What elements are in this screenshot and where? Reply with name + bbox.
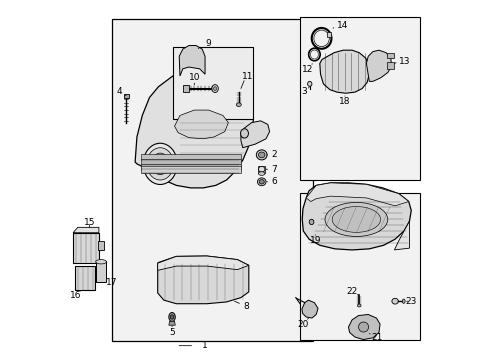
Polygon shape [140, 163, 241, 170]
Polygon shape [305, 183, 408, 206]
Bar [183, 85, 189, 92]
Text: 3: 3 [300, 86, 306, 95]
Text: 21: 21 [371, 333, 382, 342]
Bar [258, 166, 264, 173]
Polygon shape [366, 50, 391, 81]
Text: 10: 10 [188, 73, 200, 82]
Bar [386, 62, 394, 69]
Ellipse shape [325, 202, 387, 237]
Text: 5: 5 [169, 328, 175, 337]
Ellipse shape [168, 312, 175, 321]
Ellipse shape [211, 85, 218, 93]
Text: 11: 11 [242, 72, 253, 81]
Ellipse shape [331, 207, 380, 232]
Bar [326, 32, 330, 37]
Polygon shape [158, 256, 248, 270]
Ellipse shape [257, 178, 265, 186]
Bar [96, 261, 106, 282]
Text: 2: 2 [270, 150, 276, 159]
Text: 22: 22 [346, 287, 357, 296]
Text: 12: 12 [302, 65, 313, 74]
Text: 9: 9 [204, 39, 210, 48]
Text: 17: 17 [106, 278, 117, 287]
Ellipse shape [258, 166, 264, 172]
Polygon shape [135, 67, 253, 188]
Text: 7: 7 [270, 165, 276, 174]
Polygon shape [158, 256, 248, 304]
Polygon shape [140, 154, 241, 160]
Ellipse shape [146, 148, 173, 180]
Text: 20: 20 [297, 320, 308, 329]
Text: 4: 4 [117, 86, 122, 95]
Polygon shape [140, 159, 241, 166]
Bar [112, 19, 312, 341]
Text: 13: 13 [399, 57, 410, 66]
Ellipse shape [307, 81, 311, 86]
Bar [98, 241, 104, 250]
Polygon shape [319, 50, 368, 93]
Bar [300, 17, 419, 180]
Ellipse shape [236, 103, 241, 107]
Ellipse shape [258, 172, 264, 175]
Text: 18: 18 [339, 97, 350, 106]
Ellipse shape [170, 315, 174, 319]
Text: 1: 1 [202, 341, 207, 350]
Text: 14: 14 [337, 21, 348, 30]
Text: 15: 15 [83, 218, 95, 227]
Polygon shape [174, 110, 228, 139]
Polygon shape [348, 315, 379, 339]
Polygon shape [241, 121, 269, 148]
Ellipse shape [96, 260, 106, 264]
Polygon shape [140, 166, 241, 173]
Polygon shape [168, 321, 175, 325]
Bar [75, 266, 95, 291]
Ellipse shape [391, 298, 398, 304]
Text: 8: 8 [243, 302, 249, 311]
Ellipse shape [240, 129, 248, 138]
Ellipse shape [358, 322, 368, 332]
Polygon shape [302, 183, 410, 250]
Text: 19: 19 [309, 237, 321, 246]
Ellipse shape [308, 219, 313, 225]
Ellipse shape [143, 143, 177, 184]
Text: 23: 23 [405, 297, 416, 306]
Ellipse shape [402, 299, 405, 303]
Ellipse shape [357, 304, 360, 307]
Bar [300, 193, 419, 339]
Ellipse shape [259, 180, 264, 184]
Ellipse shape [256, 150, 266, 160]
Polygon shape [301, 300, 317, 318]
Polygon shape [394, 221, 408, 250]
Bar [123, 94, 128, 98]
Ellipse shape [213, 87, 216, 90]
Bar [172, 47, 253, 119]
Ellipse shape [258, 152, 264, 158]
Ellipse shape [151, 153, 168, 175]
Bar [386, 53, 393, 58]
Bar [73, 233, 99, 263]
Polygon shape [179, 45, 204, 76]
Text: 16: 16 [69, 291, 81, 300]
Text: 6: 6 [270, 177, 276, 186]
Polygon shape [73, 227, 99, 233]
